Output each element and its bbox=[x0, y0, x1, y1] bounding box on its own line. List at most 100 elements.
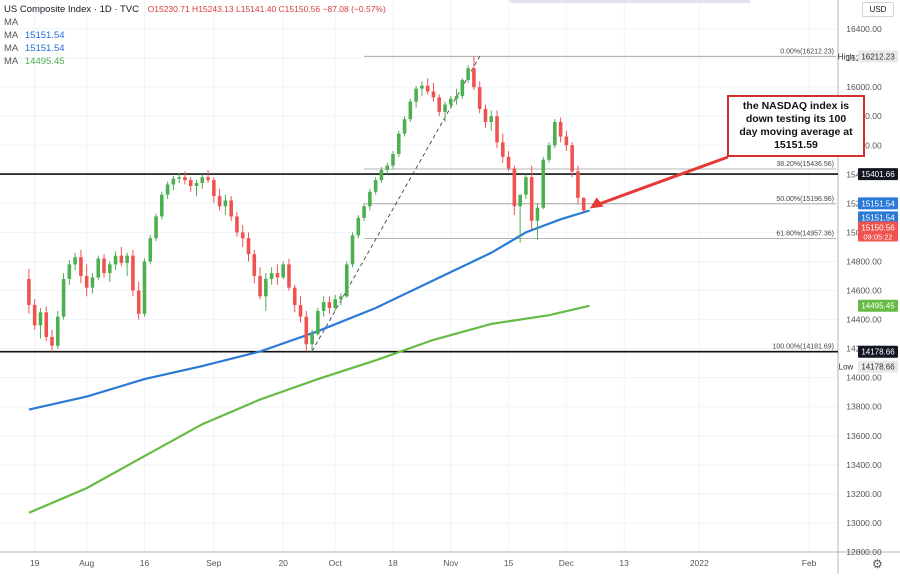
candle-body bbox=[524, 177, 528, 195]
price-tag-value: 14178.66 bbox=[861, 363, 895, 372]
annotation-arrow bbox=[597, 155, 729, 206]
settings-gear-icon[interactable]: ⚙ bbox=[872, 557, 883, 571]
price-tag-time: 09:05:22 bbox=[863, 233, 892, 242]
candle-body bbox=[547, 145, 551, 160]
candle-body bbox=[512, 168, 517, 207]
candle-body bbox=[564, 136, 569, 146]
legend-ma-value: 15151.54 bbox=[24, 43, 65, 54]
candle-body bbox=[142, 261, 147, 314]
candle-body bbox=[131, 255, 135, 291]
candle-body bbox=[431, 91, 436, 98]
candle-body bbox=[466, 68, 470, 80]
candle-body bbox=[437, 97, 442, 112]
candle-body bbox=[501, 142, 505, 157]
x-tick-label: Sep bbox=[206, 558, 221, 568]
y-tick-label: 14000.00 bbox=[846, 373, 882, 383]
currency-selector[interactable]: USD bbox=[862, 2, 894, 17]
candle-body bbox=[90, 277, 95, 288]
x-tick-label: Oct bbox=[329, 558, 343, 568]
price-tag-caption: Low bbox=[839, 363, 854, 372]
candle-body bbox=[385, 165, 390, 170]
candle-body bbox=[136, 290, 141, 314]
legend-ma-row[interactable]: MA 14495.45 bbox=[4, 55, 386, 68]
fib-level-label: 38.20%(15436.56) bbox=[776, 161, 834, 168]
candle-body bbox=[79, 257, 83, 276]
y-tick-label: 16400.00 bbox=[846, 24, 882, 34]
legend-ma-value: 14495.45 bbox=[24, 56, 65, 67]
candle-body bbox=[506, 156, 511, 169]
legend-ma-row[interactable]: MA 15151.54 bbox=[4, 29, 386, 42]
x-tick-label: 13 bbox=[619, 558, 629, 568]
price-tag-caption: High bbox=[838, 52, 854, 61]
candle-body bbox=[73, 257, 77, 265]
legend-ma-label: MA bbox=[4, 56, 19, 67]
candle-body bbox=[38, 312, 43, 326]
candle-body bbox=[229, 200, 233, 217]
candle-body bbox=[460, 79, 465, 96]
candle-body bbox=[489, 116, 494, 123]
candle-body bbox=[44, 312, 49, 338]
candle-body bbox=[321, 302, 326, 311]
candle-body bbox=[119, 255, 124, 263]
annotation-line: the NASDAQ index is bbox=[742, 100, 850, 112]
candle-body bbox=[576, 171, 580, 198]
fib-level-label: 50.00%(15196.96) bbox=[776, 196, 834, 203]
fib-level-label: 61.80%(14957.36) bbox=[776, 231, 834, 238]
x-tick-label: 19 bbox=[30, 558, 40, 568]
candle-body bbox=[84, 276, 89, 288]
candle-body bbox=[495, 116, 499, 143]
price-tag bbox=[858, 299, 898, 312]
candle-body bbox=[177, 177, 181, 179]
candle-body bbox=[518, 194, 522, 207]
legend-title-row: US Composite Index · 1D · TVC O15230.71 … bbox=[4, 3, 386, 16]
candle-body bbox=[188, 180, 193, 186]
candle-body bbox=[425, 85, 430, 92]
candle-body bbox=[443, 104, 447, 112]
candle-body bbox=[581, 197, 586, 211]
candle-body bbox=[108, 264, 112, 274]
price-tag bbox=[858, 197, 898, 210]
candle-body bbox=[194, 183, 199, 186]
y-tick-label: 13600.00 bbox=[846, 431, 882, 441]
annotation-line: 15151.59 bbox=[774, 139, 818, 151]
candle-body bbox=[356, 217, 361, 236]
candle-body bbox=[281, 264, 285, 278]
candle-body bbox=[414, 88, 418, 102]
candle-body bbox=[333, 299, 337, 308]
candle-body bbox=[287, 264, 291, 288]
candle-body bbox=[171, 178, 176, 185]
candle-body bbox=[61, 278, 66, 317]
candle-body bbox=[327, 302, 332, 308]
candle-body bbox=[217, 196, 222, 207]
x-tick-label: 16 bbox=[140, 558, 150, 568]
candle-body bbox=[344, 264, 349, 297]
candle-body bbox=[477, 87, 482, 109]
legend-ma-row[interactable]: MA 15151.54 bbox=[4, 42, 386, 55]
legend-ma-row[interactable]: MA bbox=[4, 16, 386, 29]
candle-body bbox=[316, 310, 320, 335]
candle-body bbox=[368, 191, 372, 207]
candle-body bbox=[160, 194, 164, 217]
candle-body bbox=[558, 122, 563, 137]
candle-body bbox=[529, 177, 534, 221]
price-tag-value: 15151.54 bbox=[861, 199, 895, 208]
x-tick-label: Dec bbox=[559, 558, 575, 568]
x-tick-label: 20 bbox=[278, 558, 288, 568]
candle-body bbox=[269, 273, 274, 279]
x-tick-label: Nov bbox=[443, 558, 459, 568]
candle-body bbox=[264, 278, 268, 297]
price-tag-value: 14495.45 bbox=[861, 302, 895, 311]
annotation-line: day moving average at bbox=[739, 126, 853, 138]
candle-body bbox=[96, 258, 101, 278]
candle-body bbox=[379, 169, 384, 181]
annotation-box: the NASDAQ index is down testing its 100… bbox=[727, 95, 865, 157]
candle-body bbox=[472, 68, 476, 88]
candle-body bbox=[154, 216, 158, 239]
price-tag-value: 16212.23 bbox=[861, 52, 895, 61]
candle-body bbox=[420, 85, 424, 89]
candle-body bbox=[304, 316, 309, 345]
y-tick-label: 16000.00 bbox=[846, 82, 882, 92]
plot-area bbox=[0, 0, 838, 552]
